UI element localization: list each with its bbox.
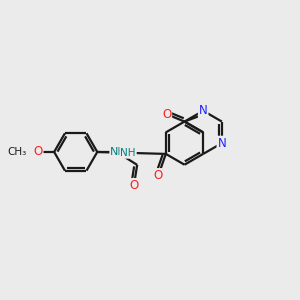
Text: CH₃: CH₃	[7, 147, 26, 157]
Text: N: N	[218, 136, 226, 150]
Text: O: O	[162, 108, 171, 121]
Text: O: O	[129, 179, 139, 192]
Text: NH: NH	[120, 148, 136, 158]
Text: N: N	[199, 104, 208, 117]
Text: O: O	[154, 169, 163, 182]
Text: O: O	[33, 146, 43, 158]
Text: NH: NH	[110, 147, 127, 157]
